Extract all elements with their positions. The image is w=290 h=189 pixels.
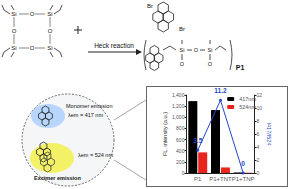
svg-text:6: 6 (257, 131, 260, 137)
svg-text:O: O (12, 28, 17, 34)
svg-text:I417/I524: I417/I524 (266, 123, 272, 146)
svg-text:Br: Br (147, 3, 153, 9)
svg-text:P1+TNT: P1+TNT (209, 176, 232, 182)
svg-text:Heck reaction: Heck reaction (94, 42, 134, 49)
svg-text:1,200: 1,200 (172, 103, 185, 109)
svg-text:O: O (30, 11, 35, 17)
svg-text:λem = 524 nm: λem = 524 nm (78, 152, 113, 158)
svg-text:P1: P1 (194, 176, 202, 182)
svg-text:417nm: 417nm (239, 96, 256, 102)
svg-text:λem = 417 nm: λem = 417 nm (68, 112, 103, 118)
svg-text:O: O (30, 45, 35, 51)
svg-text:524nm: 524nm (239, 104, 256, 110)
svg-text:Monomer emission: Monomer emission (66, 103, 112, 109)
svg-text:4: 4 (257, 144, 260, 150)
svg-text:Si: Si (208, 47, 213, 53)
svg-text:Br: Br (179, 26, 185, 32)
svg-text:Si: Si (180, 47, 185, 53)
svg-text:11.2: 11.2 (214, 87, 227, 94)
svg-text:10: 10 (257, 105, 263, 111)
svg-text:0: 0 (182, 170, 185, 176)
svg-text:8: 8 (257, 118, 260, 124)
svg-text:1,400: 1,400 (172, 92, 185, 98)
svg-text:600: 600 (176, 137, 185, 143)
svg-text:1,000: 1,000 (172, 114, 185, 120)
svg-text:12: 12 (257, 92, 263, 98)
svg-text:2: 2 (257, 157, 260, 163)
svg-text:O: O (180, 61, 185, 67)
svg-text:200: 200 (176, 159, 185, 165)
svg-text:FL. intensity (a.u.): FL. intensity (a.u.) (162, 112, 168, 156)
svg-text:400: 400 (176, 148, 185, 154)
svg-text:Si: Si (11, 45, 16, 51)
svg-text:P1+TNP: P1+TNP (232, 176, 255, 182)
svg-text:Si: Si (11, 11, 16, 17)
svg-text:O: O (208, 61, 213, 67)
svg-text:0: 0 (257, 170, 260, 176)
svg-text:0: 0 (241, 160, 245, 167)
svg-text:O: O (194, 47, 199, 53)
svg-text:Excimer emission: Excimer emission (34, 175, 81, 181)
svg-text:P1: P1 (236, 64, 245, 71)
svg-text:Si: Si (47, 11, 52, 17)
svg-text:3.5: 3.5 (193, 137, 202, 144)
svg-text:O: O (48, 28, 53, 34)
svg-text:800: 800 (176, 125, 185, 131)
svg-text:Si: Si (47, 45, 52, 51)
